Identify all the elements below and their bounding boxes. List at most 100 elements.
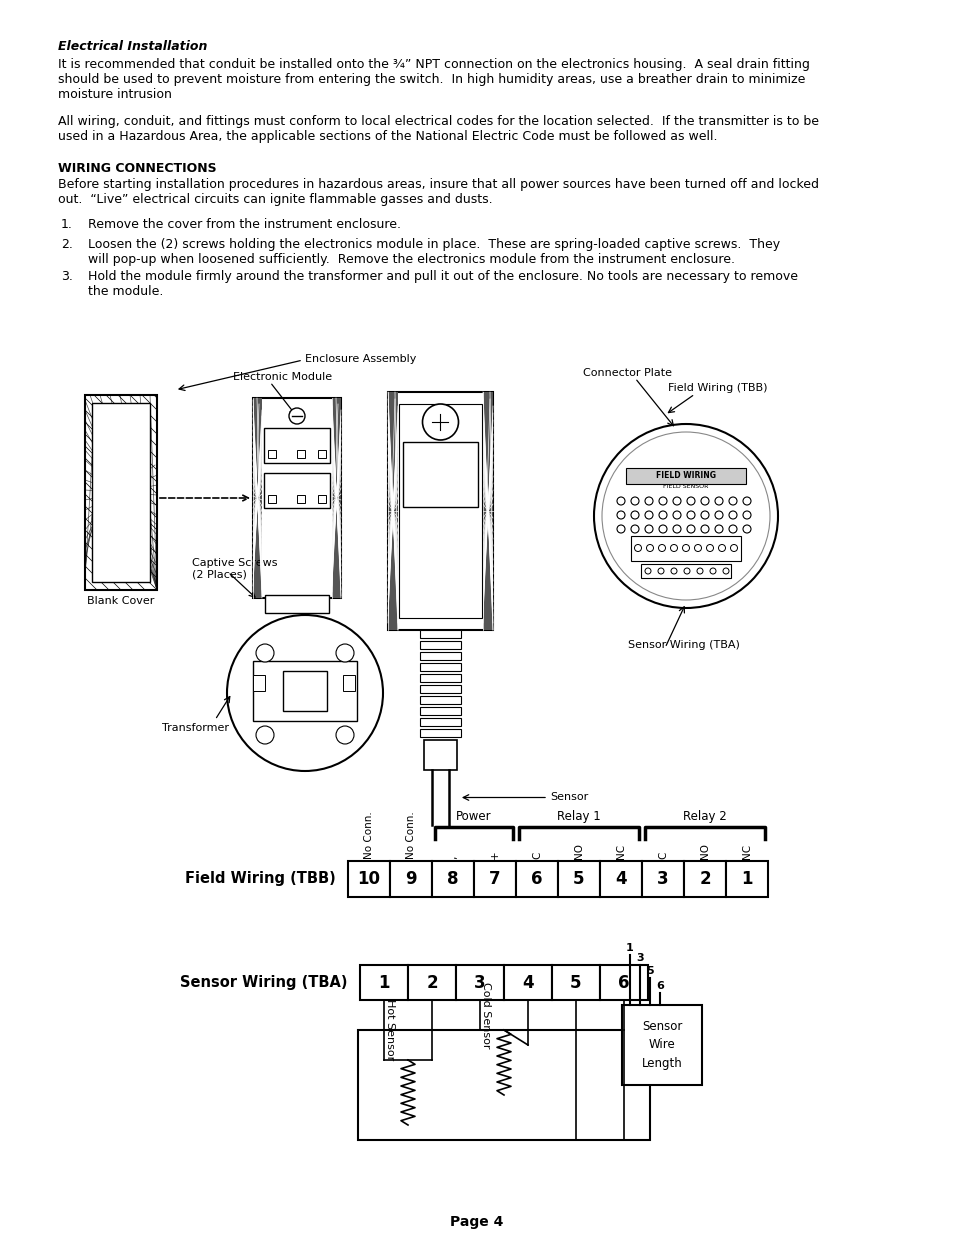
Text: 2: 2 bbox=[426, 973, 437, 992]
Text: It is recommended that conduit be installed onto the ¾” NPT connection on the el: It is recommended that conduit be instal… bbox=[58, 58, 809, 70]
Text: Field Wiring (TBB): Field Wiring (TBB) bbox=[185, 872, 335, 887]
Text: the module.: the module. bbox=[88, 285, 163, 298]
Circle shape bbox=[700, 511, 708, 519]
Bar bbox=[253, 398, 262, 598]
Text: Enclosure Assembly: Enclosure Assembly bbox=[305, 354, 416, 364]
Bar bbox=[398, 404, 481, 618]
Bar bbox=[641, 861, 683, 897]
Text: 3.: 3. bbox=[61, 270, 73, 283]
Bar bbox=[268, 495, 275, 503]
Text: Before starting installation procedures in hazardous areas, insure that all powe: Before starting installation procedures … bbox=[58, 178, 818, 191]
Text: C: C bbox=[532, 852, 541, 860]
Bar bbox=[343, 676, 355, 692]
Text: 5: 5 bbox=[573, 869, 584, 888]
Text: 5: 5 bbox=[645, 966, 653, 976]
Circle shape bbox=[718, 545, 724, 552]
Bar bbox=[558, 861, 599, 897]
Bar bbox=[419, 641, 460, 650]
Text: out.  “Live” electrical circuits can ignite flammable gasses and dusts.: out. “Live” electrical circuits can igni… bbox=[58, 193, 492, 206]
Text: 6: 6 bbox=[531, 869, 542, 888]
Circle shape bbox=[617, 525, 624, 534]
Text: 2.: 2. bbox=[61, 238, 73, 251]
Circle shape bbox=[714, 496, 722, 505]
Circle shape bbox=[659, 496, 666, 505]
Bar bbox=[332, 398, 340, 598]
Circle shape bbox=[672, 511, 680, 519]
Text: 10: 10 bbox=[357, 869, 380, 888]
Text: 4: 4 bbox=[521, 973, 534, 992]
Bar bbox=[474, 861, 516, 897]
Text: All wiring, conduit, and fittings must conform to local electrical codes for the: All wiring, conduit, and fittings must c… bbox=[58, 115, 818, 128]
Bar bbox=[599, 965, 647, 1000]
Text: moisture intrusion: moisture intrusion bbox=[58, 88, 172, 101]
Circle shape bbox=[644, 568, 650, 574]
Circle shape bbox=[714, 525, 722, 534]
Bar bbox=[91, 403, 150, 582]
Bar bbox=[419, 729, 460, 737]
Circle shape bbox=[634, 545, 640, 552]
Text: 1.: 1. bbox=[61, 219, 73, 231]
Circle shape bbox=[742, 511, 750, 519]
Text: +: + bbox=[490, 851, 499, 860]
Text: 3: 3 bbox=[636, 953, 643, 963]
Text: FIELD SENSOR: FIELD SENSOR bbox=[662, 483, 708, 489]
Circle shape bbox=[686, 496, 695, 505]
Circle shape bbox=[700, 525, 708, 534]
Text: 2: 2 bbox=[699, 869, 710, 888]
Text: Connector Plate: Connector Plate bbox=[582, 368, 671, 378]
Bar bbox=[264, 473, 330, 508]
Circle shape bbox=[601, 432, 769, 600]
Text: C: C bbox=[658, 852, 667, 860]
Bar bbox=[482, 391, 493, 630]
Text: Electronic Module: Electronic Module bbox=[233, 372, 332, 382]
Text: Electrical Installation: Electrical Installation bbox=[58, 40, 207, 53]
Text: WIRING CONNECTIONS: WIRING CONNECTIONS bbox=[58, 162, 216, 175]
Circle shape bbox=[227, 615, 382, 771]
Bar bbox=[725, 861, 767, 897]
Circle shape bbox=[686, 525, 695, 534]
Bar bbox=[283, 671, 327, 711]
Text: should be used to prevent moisture from entering the switch.  In high humidity a: should be used to prevent moisture from … bbox=[58, 73, 804, 86]
Text: 1: 1 bbox=[625, 944, 633, 953]
Circle shape bbox=[728, 511, 737, 519]
Circle shape bbox=[617, 496, 624, 505]
Circle shape bbox=[630, 496, 639, 505]
Circle shape bbox=[697, 568, 702, 574]
Text: Captive Screws
(2 Places): Captive Screws (2 Places) bbox=[192, 558, 277, 579]
Bar bbox=[317, 495, 326, 503]
Text: Sensor
Wire
Length: Sensor Wire Length bbox=[641, 1020, 681, 1070]
Bar bbox=[640, 564, 730, 578]
Text: Relay 2: Relay 2 bbox=[682, 810, 726, 823]
Text: Sensor Wiring (TBA): Sensor Wiring (TBA) bbox=[627, 640, 740, 650]
Circle shape bbox=[335, 726, 354, 743]
Bar bbox=[419, 706, 460, 715]
Circle shape bbox=[683, 568, 689, 574]
Text: NC: NC bbox=[741, 844, 751, 860]
Bar bbox=[317, 450, 326, 458]
Text: 3: 3 bbox=[657, 869, 668, 888]
Circle shape bbox=[659, 511, 666, 519]
Text: Hold the module firmly around the transformer and pull it out of the enclosure. : Hold the module firmly around the transf… bbox=[88, 270, 797, 283]
Text: Remove the cover from the instrument enclosure.: Remove the cover from the instrument enc… bbox=[88, 219, 400, 231]
Circle shape bbox=[594, 424, 778, 608]
Circle shape bbox=[670, 545, 677, 552]
Text: NO: NO bbox=[574, 844, 583, 860]
Text: Power: Power bbox=[456, 810, 492, 823]
Text: 1: 1 bbox=[740, 869, 752, 888]
Bar bbox=[419, 674, 460, 682]
Bar bbox=[357, 1030, 649, 1140]
Text: 6: 6 bbox=[618, 973, 629, 992]
Bar bbox=[408, 965, 456, 1000]
Circle shape bbox=[658, 545, 665, 552]
Circle shape bbox=[728, 496, 737, 505]
Bar bbox=[253, 398, 340, 598]
Text: 9: 9 bbox=[405, 869, 416, 888]
Bar bbox=[625, 468, 745, 484]
Text: 1: 1 bbox=[377, 973, 390, 992]
Text: 3: 3 bbox=[474, 973, 485, 992]
Text: Loosen the (2) screws holding the electronics module in place.  These are spring: Loosen the (2) screws holding the electr… bbox=[88, 238, 780, 251]
Circle shape bbox=[644, 525, 652, 534]
Circle shape bbox=[670, 568, 677, 574]
Circle shape bbox=[255, 643, 274, 662]
Text: Sensor Wiring (TBA): Sensor Wiring (TBA) bbox=[180, 974, 348, 990]
